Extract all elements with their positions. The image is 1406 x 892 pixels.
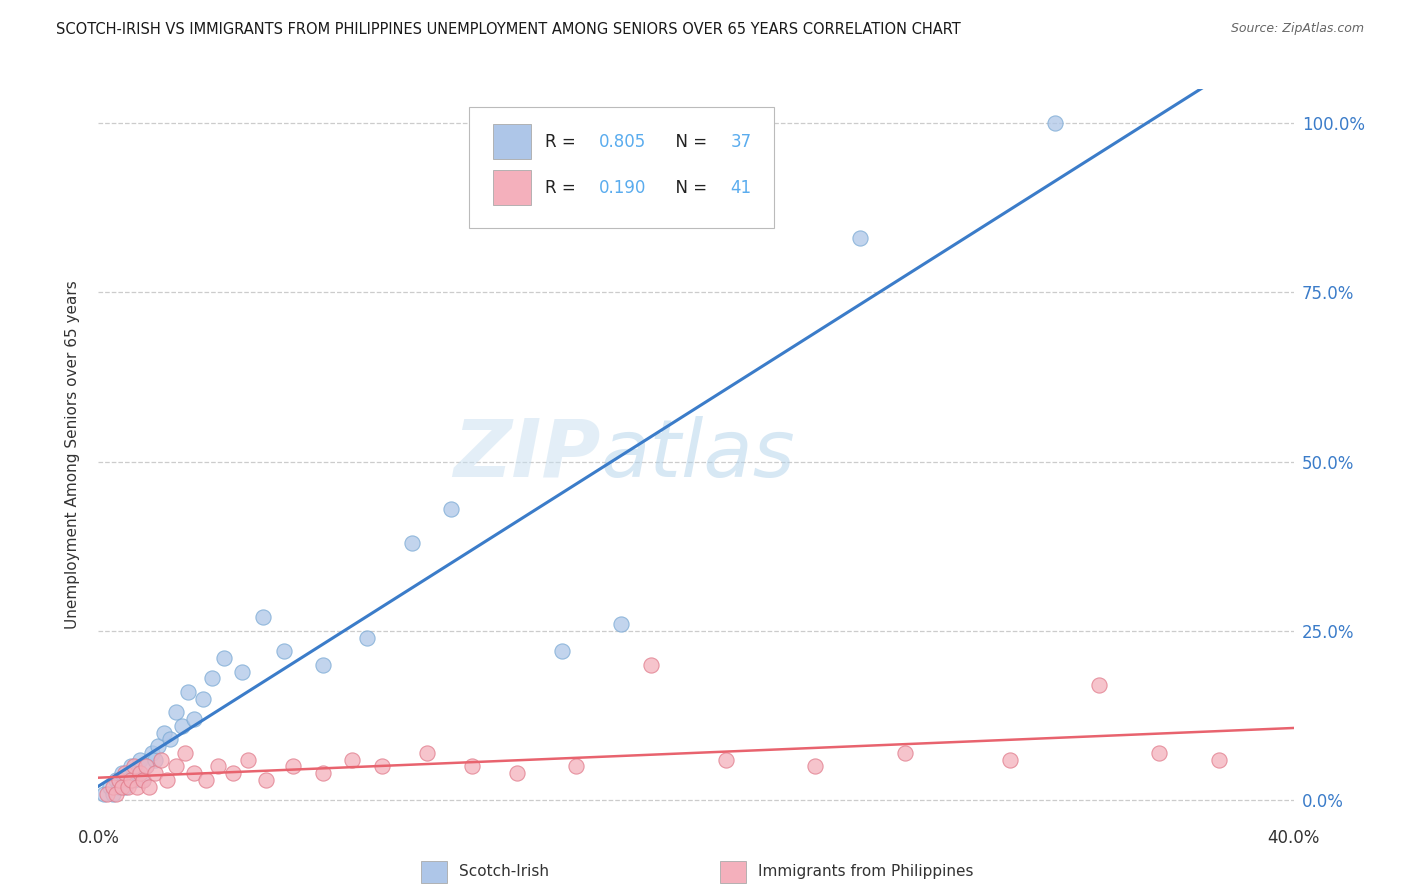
Point — [183, 712, 205, 726]
Point — [1043, 116, 1066, 130]
Point — [103, 787, 125, 801]
Text: ZIP: ZIP — [453, 416, 600, 494]
Point — [236, 753, 259, 767]
Point — [129, 753, 152, 767]
Point — [550, 644, 572, 658]
Point — [254, 772, 277, 787]
Y-axis label: Unemployment Among Seniors over 65 years: Unemployment Among Seniors over 65 years — [65, 281, 80, 629]
Point — [108, 772, 131, 787]
Bar — [422, 861, 447, 883]
Point — [124, 772, 146, 787]
Point — [114, 780, 136, 794]
Point — [1088, 678, 1111, 692]
Point — [207, 759, 229, 773]
Point — [231, 665, 253, 679]
Point — [342, 753, 364, 767]
Point — [222, 766, 245, 780]
Point — [174, 746, 197, 760]
Point — [849, 231, 872, 245]
Point — [111, 766, 134, 780]
Text: N =: N = — [665, 133, 713, 151]
Point — [124, 759, 146, 773]
Point — [506, 766, 529, 780]
Point — [565, 759, 588, 773]
Text: Scotch-Irish: Scotch-Irish — [460, 864, 550, 880]
Point — [120, 772, 142, 787]
Point — [108, 780, 131, 794]
Text: R =: R = — [546, 179, 582, 197]
Point — [998, 753, 1021, 767]
Text: 41: 41 — [731, 179, 752, 197]
Point — [93, 787, 115, 801]
Point — [804, 759, 827, 773]
Point — [117, 780, 139, 794]
Point — [132, 772, 155, 787]
Bar — [720, 861, 747, 883]
Point — [143, 753, 166, 767]
Point — [127, 780, 149, 794]
Point — [273, 644, 295, 658]
Point — [356, 631, 378, 645]
Point — [153, 725, 176, 739]
Text: Immigrants from Philippines: Immigrants from Philippines — [758, 864, 973, 880]
Point — [191, 691, 214, 706]
Point — [894, 746, 917, 760]
Point — [1208, 753, 1230, 767]
Point — [138, 780, 160, 794]
Point — [177, 685, 200, 699]
Point — [150, 753, 173, 767]
Point — [371, 759, 394, 773]
Point — [165, 706, 187, 720]
Point — [127, 766, 149, 780]
Point — [201, 672, 224, 686]
Point — [156, 772, 179, 787]
Point — [172, 719, 194, 733]
FancyBboxPatch shape — [470, 108, 773, 228]
Point — [143, 766, 166, 780]
Point — [148, 739, 170, 753]
Point — [100, 780, 122, 794]
Point — [141, 746, 163, 760]
Text: N =: N = — [665, 179, 713, 197]
Point — [610, 617, 633, 632]
Point — [281, 759, 304, 773]
Text: Source: ZipAtlas.com: Source: ZipAtlas.com — [1230, 22, 1364, 36]
Point — [401, 536, 423, 550]
Point — [111, 780, 134, 794]
Point — [440, 502, 463, 516]
Bar — [494, 124, 531, 160]
Point — [117, 772, 139, 787]
Bar — [494, 170, 531, 205]
Point — [165, 759, 187, 773]
Point — [159, 732, 181, 747]
Text: SCOTCH-IRISH VS IMMIGRANTS FROM PHILIPPINES UNEMPLOYMENT AMONG SENIORS OVER 65 Y: SCOTCH-IRISH VS IMMIGRANTS FROM PHILIPPI… — [56, 22, 960, 37]
Text: 0.190: 0.190 — [599, 179, 647, 197]
Point — [135, 759, 157, 773]
Point — [252, 610, 274, 624]
Text: 0.805: 0.805 — [599, 133, 647, 151]
Text: atlas: atlas — [600, 416, 796, 494]
Point — [640, 657, 662, 672]
Point — [96, 787, 118, 801]
Point — [416, 746, 439, 760]
Point — [132, 772, 155, 787]
Point — [114, 766, 136, 780]
Point — [714, 753, 737, 767]
Point — [105, 787, 128, 801]
Point — [311, 766, 333, 780]
Point — [195, 772, 218, 787]
Point — [135, 759, 157, 773]
Point — [461, 759, 484, 773]
Point — [212, 651, 235, 665]
Point — [129, 766, 152, 780]
Point — [311, 657, 333, 672]
Point — [103, 780, 125, 794]
Point — [1147, 746, 1170, 760]
Point — [120, 759, 142, 773]
Text: R =: R = — [546, 133, 582, 151]
Point — [183, 766, 205, 780]
Text: 37: 37 — [731, 133, 752, 151]
Point — [105, 772, 128, 787]
